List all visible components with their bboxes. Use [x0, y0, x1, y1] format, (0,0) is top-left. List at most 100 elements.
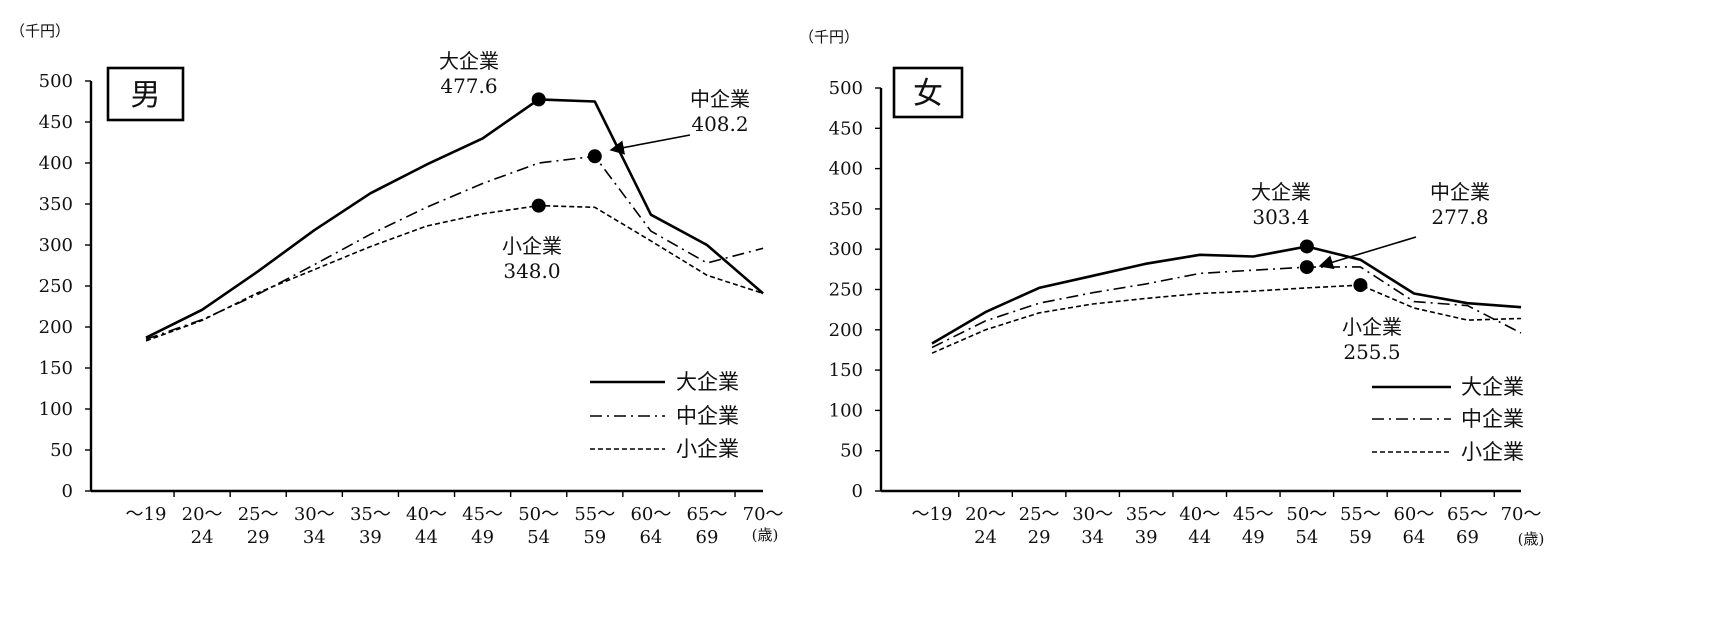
x-tick-label: 70～ [1501, 504, 1542, 525]
y-tick-label: 200 [829, 320, 863, 341]
chart-panel-2: （千円） 0 50 100 150 200 250 300 350 400 450 500 ～19 20～… [799, 28, 1544, 548]
annotation-value: 348.0 [503, 259, 560, 283]
x-tick-label: 44 [415, 527, 438, 548]
annotation-marker [1300, 260, 1314, 274]
annotation-value: 277.8 [1431, 205, 1488, 229]
legend-label: 大企業 [1461, 375, 1524, 399]
y-tick-label: 0 [62, 481, 73, 502]
legend-label: 中企業 [1461, 407, 1524, 431]
annotation-name: 小企業 [1342, 315, 1402, 339]
x-tick-label: 60～ [1393, 504, 1434, 525]
x-tick-label: 20～ [965, 504, 1006, 525]
y-tick-label: 400 [39, 153, 73, 174]
panel-badge: 男 [131, 78, 161, 113]
panel-badge: 女 [913, 77, 943, 112]
y-tick-label: 350 [39, 194, 73, 215]
y-tick-label: 150 [39, 358, 73, 379]
y-tick-label: 250 [829, 280, 863, 301]
x-tick-label: 59 [1349, 527, 1372, 548]
x-tick-label: 49 [471, 527, 494, 548]
series-line-1 [932, 247, 1521, 344]
x-tick-label: 44 [1188, 527, 1211, 548]
x-tick-label: 39 [1135, 527, 1158, 548]
y-tick-label: 350 [829, 199, 863, 220]
x-tick-label: 55～ [574, 504, 615, 525]
y-tick-label: 450 [39, 112, 73, 133]
annotation-arrow [1320, 237, 1416, 266]
annotation-value: 477.6 [440, 74, 497, 98]
y-tick-label: 50 [840, 441, 863, 462]
annotation-name: 小企業 [502, 234, 562, 258]
annotation-name: 中企業 [1430, 180, 1490, 204]
y-tick-label: 300 [829, 239, 863, 260]
x-tick-label: 65～ [1447, 504, 1488, 525]
x-tick-label: 30～ [294, 504, 335, 525]
x-tick-label: 24 [191, 527, 214, 548]
x-tick-label: ～19 [912, 504, 953, 525]
annotation-value: 255.5 [1343, 340, 1400, 364]
x-tick-label: 45～ [1233, 504, 1274, 525]
annotation-arrow [611, 135, 690, 150]
y-unit-label: （千円） [799, 28, 859, 46]
x-tick-label: 54 [527, 527, 550, 548]
x-tick-label: 70～ [743, 504, 784, 525]
annotation-marker [532, 199, 546, 213]
x-tick-label: 69 [696, 527, 719, 548]
y-tick-label: 50 [50, 440, 73, 461]
x-unit-label: (歳) [1518, 530, 1545, 548]
x-tick-label: 39 [359, 527, 382, 548]
annotation-name: 中企業 [690, 87, 750, 111]
x-tick-label: 60～ [630, 504, 671, 525]
x-tick-label: 64 [1402, 527, 1425, 548]
x-unit-label: (歳) [752, 526, 779, 544]
legend-label: 中企業 [676, 404, 739, 428]
series-line-2 [146, 156, 763, 339]
x-tick-label: 50～ [1286, 504, 1327, 525]
x-tick-label: 25～ [238, 504, 279, 525]
x-tick-label: 30～ [1072, 504, 1113, 525]
x-tick-label: 54 [1295, 527, 1318, 548]
annotation-marker [1353, 278, 1367, 292]
x-tick-label: 20～ [182, 504, 223, 525]
y-tick-label: 400 [829, 159, 863, 180]
y-tick-label: 500 [39, 71, 73, 92]
x-tick-label: 40～ [1179, 504, 1220, 525]
x-tick-label: 65～ [687, 504, 728, 525]
legend-label: 小企業 [1461, 440, 1524, 464]
annotation-name: 大企業 [439, 49, 499, 73]
series-line-2 [932, 267, 1521, 348]
y-tick-label: 0 [852, 481, 863, 502]
y-tick-label: 100 [829, 400, 863, 421]
x-tick-label: 25～ [1019, 504, 1060, 525]
y-unit-label: （千円） [10, 22, 70, 40]
x-tick-label: 29 [1028, 527, 1051, 548]
x-tick-label: ～19 [126, 504, 167, 525]
x-tick-label: 64 [639, 527, 662, 548]
legend-label: 大企業 [676, 370, 739, 394]
x-tick-label: 29 [247, 527, 270, 548]
y-tick-label: 200 [39, 317, 73, 338]
x-tick-label: 35～ [1126, 504, 1167, 525]
x-tick-label: 69 [1456, 527, 1479, 548]
annotation-marker [588, 149, 602, 163]
annotation-marker [1300, 239, 1314, 253]
x-tick-label: 55～ [1340, 504, 1381, 525]
y-tick-label: 150 [829, 360, 863, 381]
x-tick-label: 59 [583, 527, 606, 548]
annotation-marker [532, 92, 546, 106]
x-tick-label: 40～ [406, 504, 447, 525]
x-tick-label: 50～ [518, 504, 559, 525]
y-tick-label: 100 [39, 399, 73, 420]
x-tick-label: 35～ [350, 504, 391, 525]
y-tick-label: 500 [829, 78, 863, 99]
annotation-name: 大企業 [1251, 180, 1311, 204]
x-tick-label: 45～ [462, 504, 503, 525]
legend-label: 小企業 [676, 437, 739, 461]
x-tick-label: 34 [303, 527, 326, 548]
annotation-value: 303.4 [1252, 205, 1309, 229]
x-tick-label: 34 [1081, 527, 1104, 548]
y-tick-label: 450 [829, 118, 863, 139]
